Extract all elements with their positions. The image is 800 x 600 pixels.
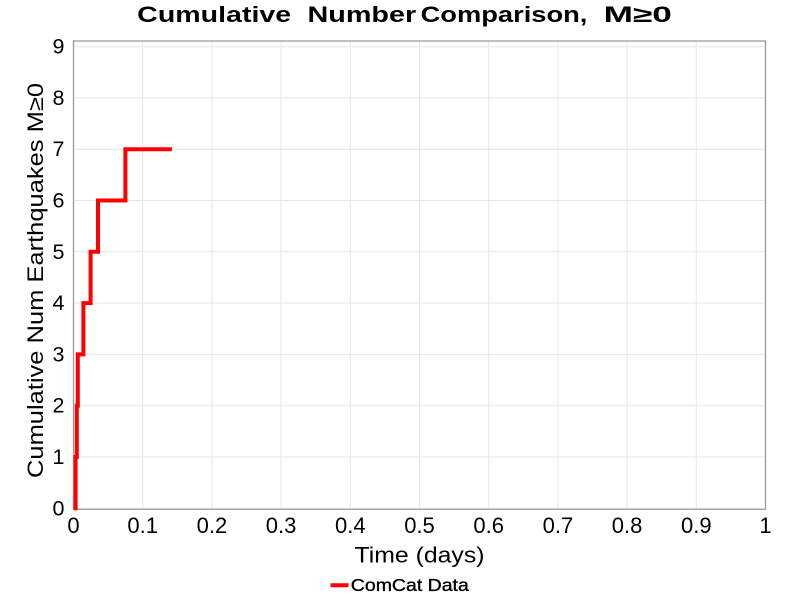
svg-text:6: 6: [53, 189, 65, 213]
svg-text:0.8: 0.8: [612, 513, 643, 538]
svg-text:0: 0: [53, 496, 65, 520]
svg-text:7: 7: [53, 137, 65, 161]
svg-text:3: 3: [53, 342, 65, 366]
svg-text:0.7: 0.7: [543, 513, 574, 538]
svg-text:Cumulative: Cumulative: [137, 2, 291, 27]
svg-text:1: 1: [53, 445, 65, 469]
svg-text:0.5: 0.5: [404, 513, 435, 538]
svg-text:5: 5: [53, 240, 65, 264]
svg-text:2: 2: [53, 394, 65, 418]
svg-text:1: 1: [759, 513, 771, 538]
svg-text:0.4: 0.4: [335, 513, 366, 538]
svg-text:0.2: 0.2: [197, 513, 228, 538]
svg-text:Cumulative Num Earthquakes M≥0: Cumulative Num Earthquakes M≥0: [23, 83, 48, 478]
svg-text:4: 4: [53, 291, 65, 315]
svg-text:9: 9: [53, 35, 65, 59]
svg-text:ComCat Data: ComCat Data: [351, 575, 469, 595]
svg-text:Comparison,: Comparison,: [421, 2, 588, 27]
svg-text:0.1: 0.1: [127, 513, 158, 538]
svg-text:Time (days): Time (days): [355, 542, 485, 567]
svg-text:Number: Number: [308, 2, 417, 27]
svg-text:0: 0: [67, 513, 79, 538]
svg-text:0.6: 0.6: [473, 513, 504, 538]
svg-text:0.3: 0.3: [266, 513, 297, 538]
svg-text:8: 8: [53, 86, 65, 110]
svg-text:M≥0: M≥0: [604, 2, 672, 27]
svg-text:0.9: 0.9: [681, 513, 712, 538]
